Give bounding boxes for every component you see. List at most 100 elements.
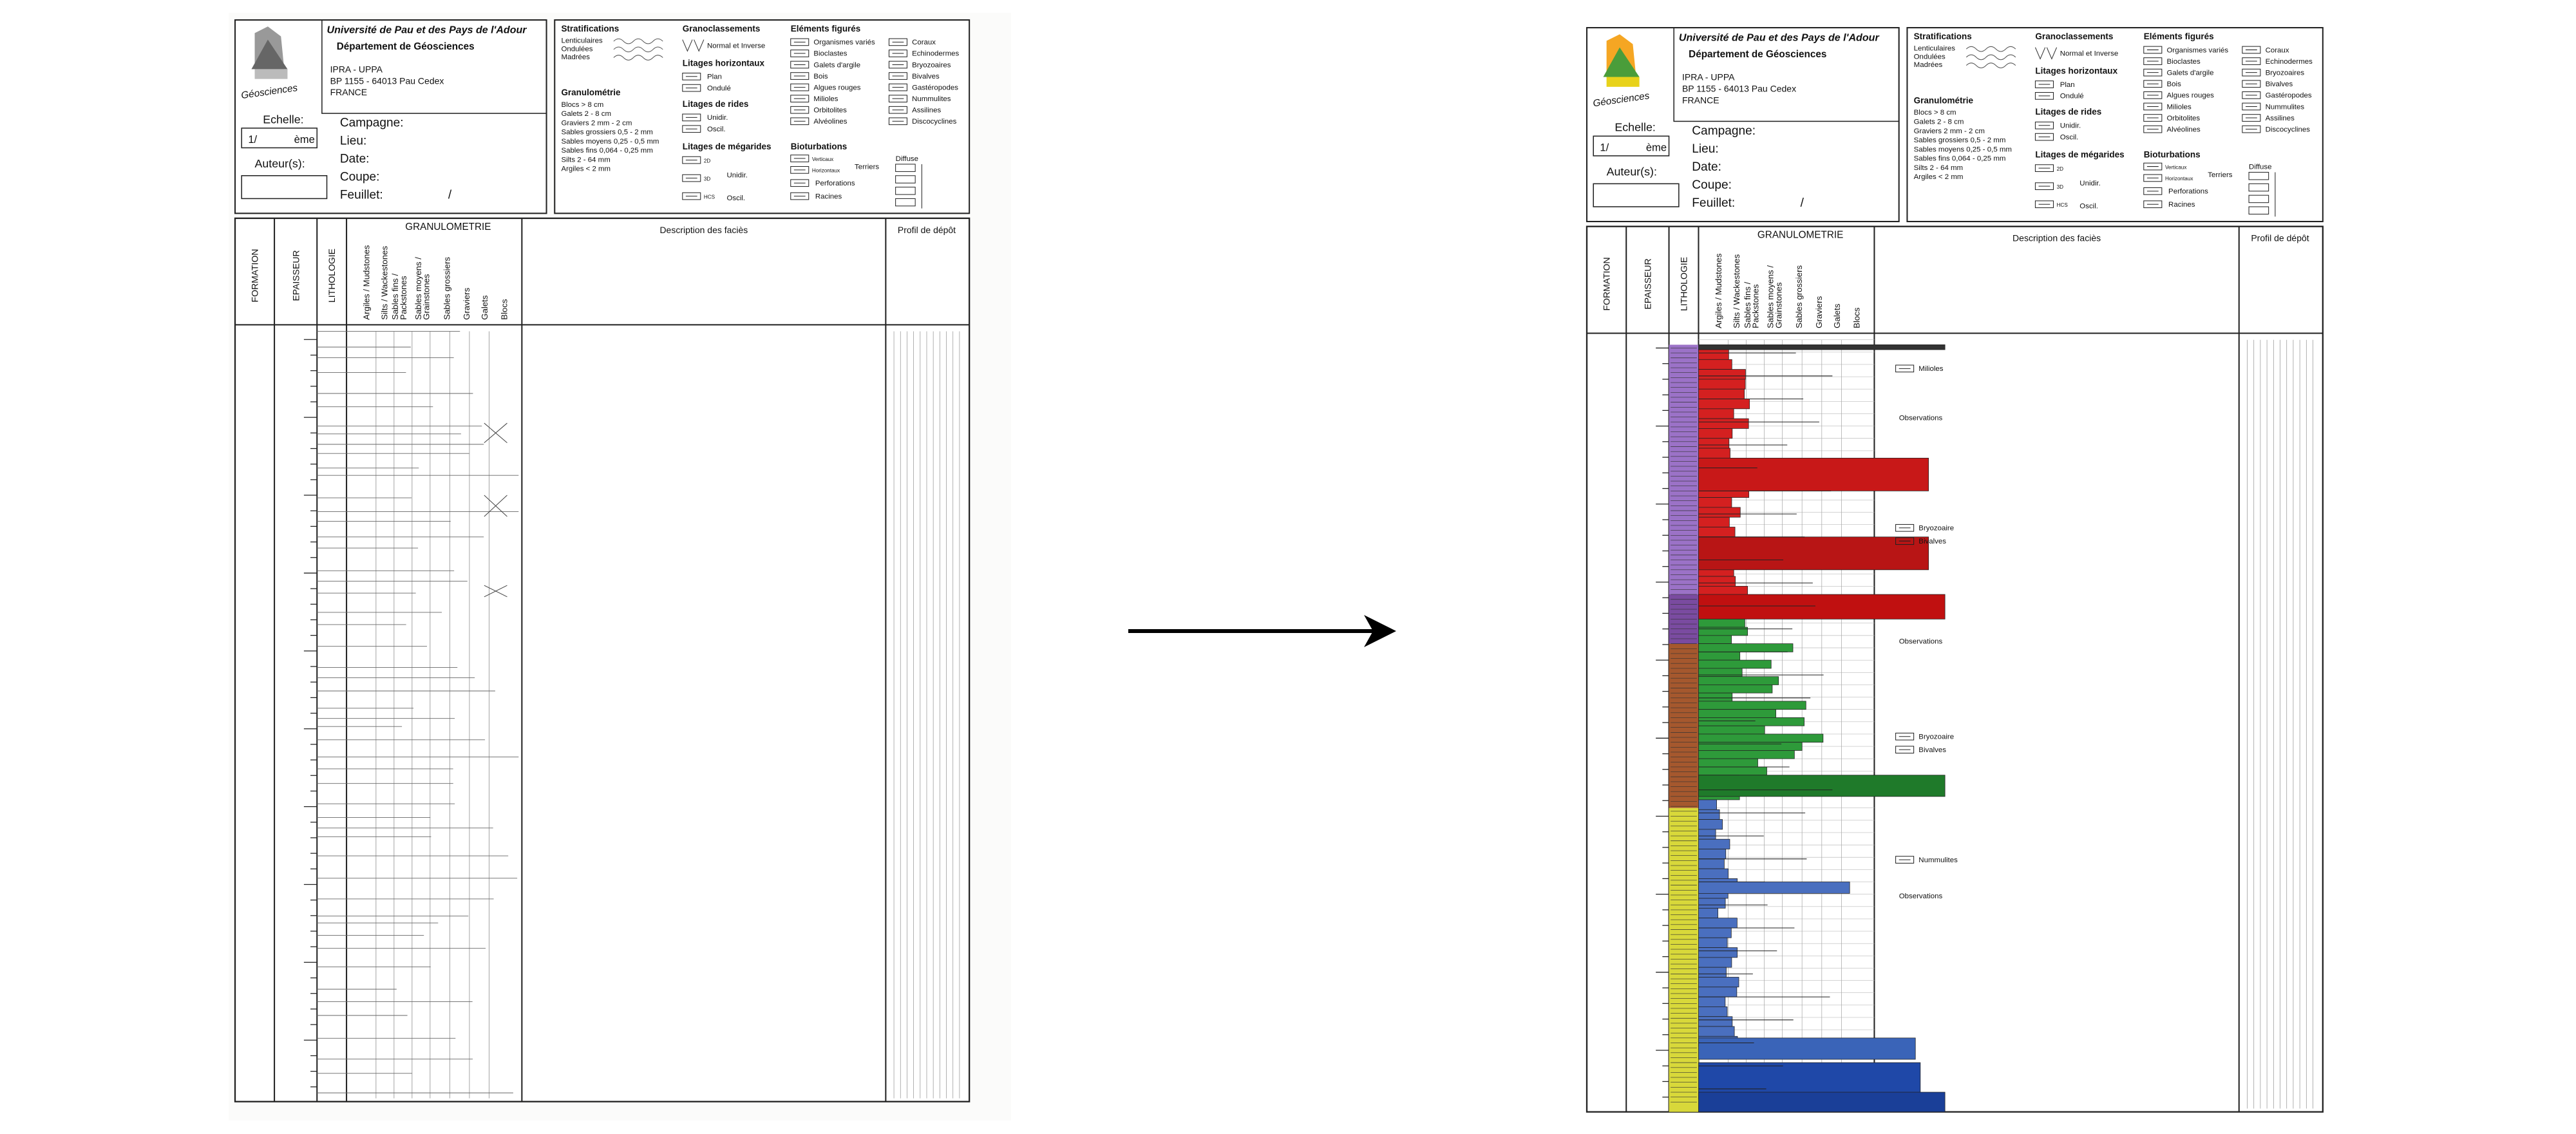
legend-box	[1906, 26, 2324, 223]
label: Sables grossiers 0,5 - 2 mm	[561, 129, 652, 137]
granulometry-bar	[1698, 750, 1795, 759]
label: Auteur(s):	[1607, 165, 1657, 178]
logo-shape	[254, 69, 288, 79]
label: Normal et Inverse	[707, 42, 765, 50]
label: Perforations	[2168, 188, 2208, 196]
label: Blocs > 8 cm	[561, 101, 603, 109]
label: Feuillet:	[340, 188, 383, 202]
label: FRANCE	[330, 87, 368, 97]
box	[1895, 524, 1915, 532]
label: Bois	[813, 73, 828, 80]
granulometry-bar	[1698, 685, 1773, 694]
label: Unidir.	[2060, 122, 2081, 130]
label: 2D	[2057, 166, 2064, 172]
label: Bryozoaires	[912, 61, 951, 69]
log-table	[234, 217, 971, 1102]
label: Graviers	[1814, 296, 1824, 328]
label: Galets 2 - 8 cm	[561, 110, 611, 118]
box	[790, 106, 810, 114]
label: Unidir.	[2079, 180, 2101, 187]
symbol	[1965, 46, 2016, 52]
label: Département de Géosciences	[1689, 49, 1826, 60]
label: Sables fins 0,064 - 0,25 mm	[561, 147, 652, 155]
box	[895, 198, 916, 207]
box	[2242, 80, 2261, 88]
label: Unidir.	[727, 171, 748, 179]
box	[1895, 537, 1915, 545]
label: Algues rouges	[813, 84, 860, 91]
box	[2034, 91, 2054, 100]
box	[241, 175, 328, 200]
label: Bioclastes	[813, 50, 847, 58]
box	[2248, 194, 2269, 203]
box	[2143, 114, 2163, 122]
box	[2248, 206, 2269, 215]
label: Sables fins /	[390, 273, 400, 319]
box	[888, 72, 907, 80]
label: Organismes variés	[813, 39, 875, 46]
label: Stratifications	[1914, 32, 1972, 41]
granulometry-bar	[1698, 849, 1727, 860]
label: Oscil.	[2079, 203, 2098, 211]
label: Litages horizontaux	[683, 58, 765, 68]
label: Bryozoaires	[2266, 69, 2305, 77]
label: Gastéropodes	[2266, 92, 2312, 100]
label: Observations	[1899, 638, 1943, 646]
label: Description des faciès	[2012, 233, 2101, 243]
granulometry-bar	[1698, 576, 1736, 587]
granulometry-bar	[1698, 898, 1726, 909]
granulometry-bar	[1698, 536, 1929, 571]
label: Bivalves	[912, 73, 940, 80]
box	[888, 50, 907, 57]
granulometry-bar	[1698, 1026, 1735, 1037]
granulometry-bar	[1698, 701, 1806, 710]
box	[790, 166, 810, 174]
label: Assilines	[2266, 115, 2295, 122]
symbol	[2034, 47, 2058, 60]
label: Orbitolites	[2167, 115, 2201, 122]
box	[2143, 46, 2163, 54]
label: Gastéropodes	[912, 84, 958, 91]
label: Bivalves	[1918, 538, 1946, 545]
label: Profil de dépôt	[898, 225, 956, 235]
label: Oscil.	[707, 126, 726, 133]
box	[888, 117, 907, 126]
label: HCS	[704, 194, 715, 200]
label: Université de Pau et des Pays de l'Adour	[1679, 32, 1880, 43]
label: HCS	[2057, 202, 2069, 208]
granulometry-bar	[1698, 742, 1803, 751]
label: Plan	[707, 73, 722, 81]
label: Sables fins /	[1743, 281, 1752, 328]
box	[241, 128, 318, 149]
label: 1/	[248, 133, 257, 146]
granulometry-bar	[1698, 927, 1732, 938]
box	[2143, 80, 2163, 88]
granulometry-bar	[1698, 448, 1730, 458]
box	[1895, 364, 1915, 373]
granulometry-bar	[1698, 882, 1850, 894]
label: Argiles / Mudstones	[1714, 253, 1723, 328]
label: Sables fins 0,064 - 0,25 mm	[1914, 155, 2006, 163]
box	[2034, 164, 2054, 172]
label: Horizontaux	[812, 168, 840, 174]
box	[790, 179, 810, 187]
label: ème	[294, 133, 315, 146]
box	[2242, 114, 2261, 122]
label: Sables grossiers	[442, 257, 451, 320]
box	[2248, 183, 2269, 192]
label: Galets d'argile	[2167, 69, 2214, 77]
label: Profil de dépôt	[2251, 233, 2309, 243]
label: Coraux	[912, 39, 936, 46]
box	[682, 72, 701, 80]
label: Litages de rides	[683, 99, 749, 109]
label: Packstones	[1751, 284, 1761, 328]
box	[790, 155, 810, 162]
box	[2143, 57, 2163, 65]
label: Litages de rides	[2035, 107, 2101, 117]
label: Litages horizontaux	[2035, 66, 2117, 75]
label: Ondulées	[561, 45, 592, 53]
logo	[1603, 34, 1640, 87]
granulometry-bar	[1698, 659, 1772, 669]
